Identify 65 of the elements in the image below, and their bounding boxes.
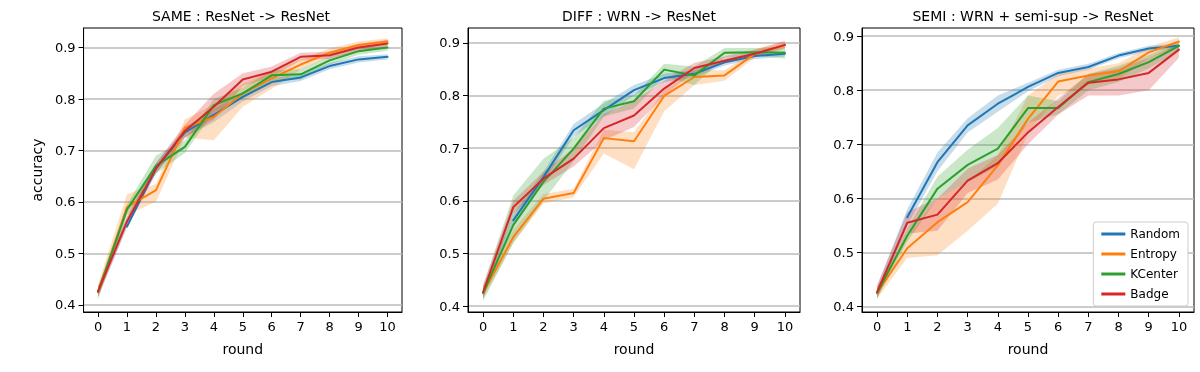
legend-label: Badge bbox=[1130, 287, 1169, 301]
y-tick-label: 0.6 bbox=[54, 194, 76, 210]
chart-title: SEMI : WRN + semi-sup -> ResNet bbox=[912, 8, 1155, 24]
y-tick-label: 0.9 bbox=[54, 40, 76, 56]
y-tick-label: 0.4 bbox=[833, 299, 854, 315]
x-tick-label: 3 bbox=[569, 319, 578, 334]
x-tick-label: 2 bbox=[933, 319, 942, 334]
x-tick-label: 0 bbox=[478, 319, 488, 334]
x-tick-label: 6 bbox=[660, 319, 669, 334]
x-tick-label: 10 bbox=[776, 319, 794, 334]
y-tick-label: 0.9 bbox=[833, 28, 854, 44]
x-tick-label: 1 bbox=[509, 319, 518, 334]
x-tick-label: 5 bbox=[1023, 319, 1033, 334]
x-tick-label: 6 bbox=[1054, 319, 1063, 334]
legend-label: Entropy bbox=[1130, 247, 1177, 261]
x-tick-label: 10 bbox=[1170, 319, 1188, 334]
x-tick-label: 9 bbox=[750, 319, 759, 334]
x-tick-label: 0 bbox=[872, 319, 882, 334]
x-axis-title: round bbox=[222, 341, 264, 357]
x-tick-label: 4 bbox=[209, 319, 218, 334]
y-tick-label: 0.4 bbox=[54, 297, 76, 313]
x-tick-label: 0 bbox=[93, 319, 103, 334]
x-axis-title: round bbox=[1007, 341, 1049, 357]
line-series bbox=[906, 44, 1180, 219]
x-axis-title: round bbox=[613, 341, 655, 357]
x-tick-label: 8 bbox=[1114, 319, 1123, 334]
y-tick-label: 0.7 bbox=[54, 142, 76, 158]
legend-label: Random bbox=[1130, 227, 1181, 241]
y-tick-label: 0.5 bbox=[54, 245, 76, 261]
x-tick-label: 10 bbox=[379, 319, 396, 334]
x-tick-label: 7 bbox=[1084, 319, 1093, 334]
y-axis-title: accuracy bbox=[29, 138, 45, 202]
x-tick-label: 7 bbox=[690, 319, 699, 334]
x-tick-label: 5 bbox=[629, 319, 639, 334]
x-tick-label: 8 bbox=[325, 319, 334, 334]
x-tick-label: 9 bbox=[1144, 319, 1153, 334]
x-tick-label: 4 bbox=[993, 319, 1002, 334]
y-tick-label: 0.6 bbox=[833, 190, 854, 206]
x-tick-label: 1 bbox=[903, 319, 912, 334]
x-tick-label: 2 bbox=[151, 319, 161, 334]
chart-title: DIFF : WRN -> ResNet bbox=[562, 8, 717, 24]
x-tick-label: 7 bbox=[296, 319, 305, 334]
y-tick-label: 0.5 bbox=[439, 246, 460, 262]
legend-label: KCenter bbox=[1130, 267, 1178, 281]
x-tick-label: 9 bbox=[354, 319, 363, 334]
y-tick-label: 0.8 bbox=[833, 82, 854, 98]
x-tick-label: 4 bbox=[599, 319, 608, 334]
y-tick-label: 0.7 bbox=[439, 140, 460, 156]
line-series bbox=[126, 55, 389, 228]
y-tick-label: 0.6 bbox=[439, 193, 460, 209]
x-tick-label: 5 bbox=[238, 319, 247, 334]
x-tick-label: 3 bbox=[180, 319, 190, 334]
x-tick-label: 2 bbox=[539, 319, 548, 334]
y-tick-label: 0.9 bbox=[439, 35, 460, 51]
x-tick-label: 3 bbox=[963, 319, 972, 334]
y-tick-label: 0.4 bbox=[439, 298, 460, 314]
chart-title: SAME : ResNet -> ResNet bbox=[151, 8, 331, 24]
x-tick-label: 8 bbox=[720, 319, 729, 334]
y-tick-label: 0.8 bbox=[439, 87, 460, 103]
y-tick-label: 0.7 bbox=[833, 136, 854, 152]
x-tick-label: 6 bbox=[267, 319, 276, 334]
x-tick-label: 1 bbox=[122, 319, 132, 334]
y-tick-label: 0.8 bbox=[54, 91, 76, 107]
line-series bbox=[512, 52, 786, 222]
y-tick-label: 0.5 bbox=[833, 245, 854, 260]
